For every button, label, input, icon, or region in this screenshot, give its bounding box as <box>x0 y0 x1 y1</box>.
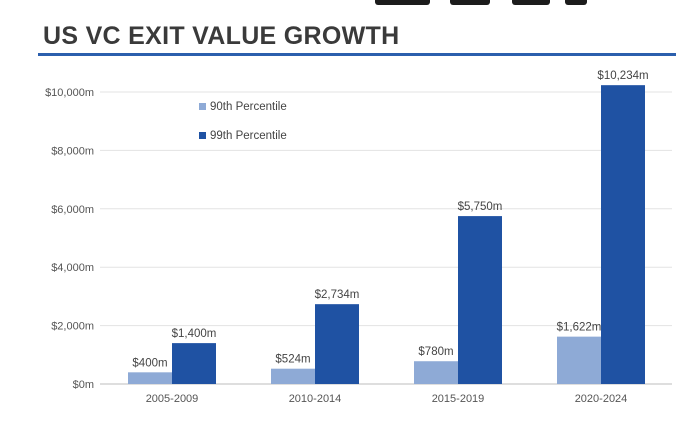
bar-p99-2015-2019 <box>458 216 502 384</box>
y-tick-label: $0m <box>73 379 94 391</box>
data-label: $400m <box>132 357 167 369</box>
legend-label-p90: 90th Percentile <box>210 101 287 113</box>
data-label: $1,622m <box>557 322 602 334</box>
legend-swatch-p99 <box>199 132 206 139</box>
data-label: $5,750m <box>458 201 503 213</box>
data-label: $1,400m <box>172 328 217 340</box>
title-underline <box>38 53 676 56</box>
bar-p99-2005-2009 <box>172 343 216 384</box>
data-label: $524m <box>275 354 310 366</box>
bar-p90-2020-2024 <box>557 336 601 384</box>
bar-p90-2015-2019 <box>414 361 458 384</box>
legend-swatch-p90 <box>199 103 206 110</box>
bar-p99-2020-2024 <box>601 85 645 384</box>
y-tick-label: $4,000m <box>51 262 94 274</box>
bar-p99-2010-2014 <box>315 304 359 384</box>
bar-p90-2005-2009 <box>128 372 172 384</box>
x-tick-label: 2005-2009 <box>146 393 199 405</box>
x-tick-label: 2020-2024 <box>575 393 628 405</box>
data-label: $780m <box>418 346 453 358</box>
cropped-header-fragment <box>340 0 590 6</box>
chart-title: US VC EXIT VALUE GROWTH <box>43 22 400 50</box>
y-tick-label: $6,000m <box>51 204 94 216</box>
y-tick-label: $8,000m <box>51 145 94 157</box>
legend-label-p99: 99th Percentile <box>210 130 287 142</box>
bar-p90-2010-2014 <box>271 368 315 384</box>
y-tick-label: $2,000m <box>51 321 94 333</box>
data-label: $2,734m <box>315 289 360 301</box>
data-label: $10,234m <box>597 70 648 82</box>
x-tick-label: 2010-2014 <box>289 393 342 405</box>
y-tick-label: $10,000m <box>45 87 94 99</box>
x-tick-label: 2015-2019 <box>432 393 485 405</box>
